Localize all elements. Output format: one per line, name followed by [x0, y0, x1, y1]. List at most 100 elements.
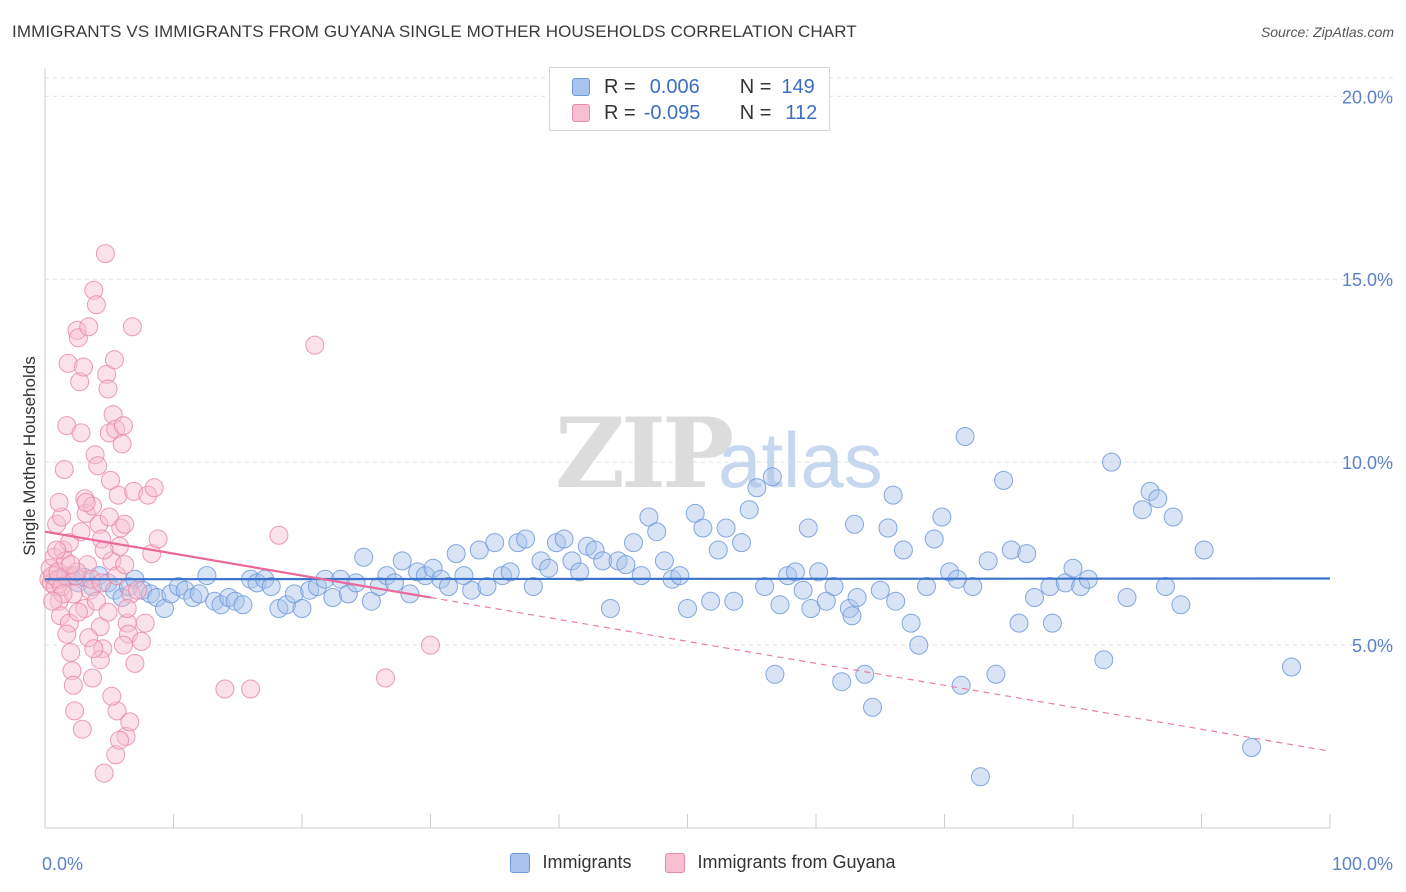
immigrants-point-76 — [624, 533, 643, 553]
immigrants-point-21 — [205, 591, 225, 611]
guyana-point-71 — [138, 485, 158, 505]
immigrants-point-110 — [886, 591, 906, 611]
legend-n-label: N = — [739, 101, 772, 124]
guyana-point-48 — [101, 470, 120, 490]
guyana-point-74 — [148, 529, 168, 549]
immigrants-point-16 — [169, 577, 189, 596]
stats-legend: R = 0.006 N = 149 R = -0.095 N = 112 — [549, 67, 830, 131]
legend-n-value: 112 — [785, 101, 818, 124]
guyana-point-112 — [57, 624, 77, 644]
guyana-point-64 — [121, 584, 141, 604]
guyana-point-68 — [128, 580, 147, 600]
immigrants-point-150 — [951, 675, 971, 695]
legend-r-value: 0.006 — [649, 75, 700, 98]
immigrants-point-129 — [1040, 577, 1060, 596]
guyana-point-111 — [49, 492, 69, 512]
y-tick-label-2: 15.0% — [1342, 270, 1393, 290]
legend-r-label: R = — [604, 101, 636, 124]
immigrants-point-148 — [845, 514, 864, 534]
guyana-point-59 — [115, 514, 135, 534]
immigrants-point-92 — [747, 478, 767, 498]
guyana-point-92 — [90, 650, 110, 670]
immigrants-point-109 — [878, 518, 898, 538]
immigrants-point-60 — [500, 562, 520, 582]
immigrants-point-17 — [175, 580, 195, 600]
immigrants-point-25 — [233, 595, 253, 615]
guyana-point-17 — [61, 642, 81, 662]
guyana-point-69 — [131, 631, 151, 651]
guyana-point-80 — [421, 635, 440, 655]
immigrants-point-52 — [439, 577, 458, 596]
legend-swatch-immigrants — [572, 78, 590, 96]
immigrants-point-111 — [893, 540, 913, 560]
immigrants-point-128 — [1025, 588, 1044, 607]
legend-label-guyana: Immigrants from Guyana — [697, 852, 896, 872]
guyana-point-86 — [67, 562, 87, 582]
guyana-point-76 — [241, 679, 261, 699]
legend-item-guyana[interactable]: Immigrants from Guyana — [665, 852, 896, 873]
immigrants-point-145 — [1282, 657, 1301, 677]
guyana-point-79 — [376, 668, 395, 688]
immigrants-point-18 — [183, 588, 203, 607]
trend-lines — [44, 530, 1331, 752]
immigrants-point-123 — [986, 664, 1006, 684]
guyana-point-104 — [76, 492, 96, 512]
immigrants-point-131 — [1063, 558, 1083, 578]
x-tick-label-max: 100.0% — [1332, 854, 1393, 874]
immigrants-point-58 — [485, 533, 505, 553]
immigrants-point-19 — [189, 584, 209, 604]
guyana-point-89 — [79, 628, 99, 648]
immigrants-point-101 — [816, 591, 836, 611]
guyana-point-90 — [83, 496, 102, 516]
series-legend: Immigrants Immigrants from Guyana — [0, 852, 1406, 873]
immigrants-point-98 — [793, 580, 813, 600]
guyana-point-24 — [70, 372, 90, 392]
immigrants-point-71 — [585, 540, 605, 560]
immigrants-point-97 — [785, 562, 805, 582]
guyana-point-98 — [113, 635, 133, 655]
immigrants-point-78 — [639, 507, 659, 527]
guyana-point-75 — [215, 679, 235, 699]
legend-row-guyana: R = -0.095 N = 112 — [572, 101, 817, 125]
guyana-point-39 — [89, 514, 109, 534]
immigrants-point-95 — [770, 595, 790, 615]
immigrants-point-142 — [1171, 595, 1191, 615]
immigrants-point-13 — [147, 588, 167, 607]
legend-item-immigrants[interactable]: Immigrants — [510, 852, 631, 873]
immigrants-point-15 — [161, 584, 181, 604]
immigrants-point-107 — [863, 697, 882, 717]
immigrants-point-134 — [1094, 650, 1114, 670]
guyana-point-109 — [115, 555, 135, 575]
guyana-point-70 — [135, 613, 155, 633]
immigrants-point-127 — [1017, 544, 1037, 564]
immigrants-point-64 — [531, 551, 551, 571]
immigrants-point-55 — [462, 580, 482, 600]
gridlines — [45, 77, 1393, 646]
immigrants-point-72 — [593, 551, 613, 571]
immigrants-point-90 — [732, 533, 751, 553]
guyana-point-94 — [98, 602, 118, 622]
guyana-point-19 — [63, 675, 83, 695]
legend-row-immigrants: R = 0.006 N = 149 — [572, 75, 815, 99]
immigrants-point-103 — [832, 672, 852, 692]
trend-line-immigrants — [44, 577, 1331, 581]
immigrants-point-113 — [909, 635, 929, 655]
guyana-point-36 — [85, 445, 105, 465]
immigrants-point-79 — [647, 522, 667, 542]
guyana-point-31 — [79, 317, 99, 337]
guyana-point-37 — [86, 295, 106, 315]
immigrants-point-144 — [1242, 738, 1262, 757]
guyana-point-30 — [77, 555, 97, 575]
guyana-point-35 — [84, 280, 104, 300]
guyana-point-110 — [43, 591, 63, 611]
guyana-point-46 — [98, 379, 118, 399]
series-guyana-points — [39, 244, 440, 783]
series-immigrants-points — [50, 427, 1301, 787]
immigrants-point-41 — [354, 547, 374, 567]
immigrants-point-132 — [1071, 577, 1091, 596]
immigrants-point-89 — [724, 591, 744, 611]
immigrants-point-139 — [1148, 489, 1168, 509]
immigrants-point-119 — [955, 427, 975, 446]
legend-r-label: R = — [604, 75, 636, 98]
